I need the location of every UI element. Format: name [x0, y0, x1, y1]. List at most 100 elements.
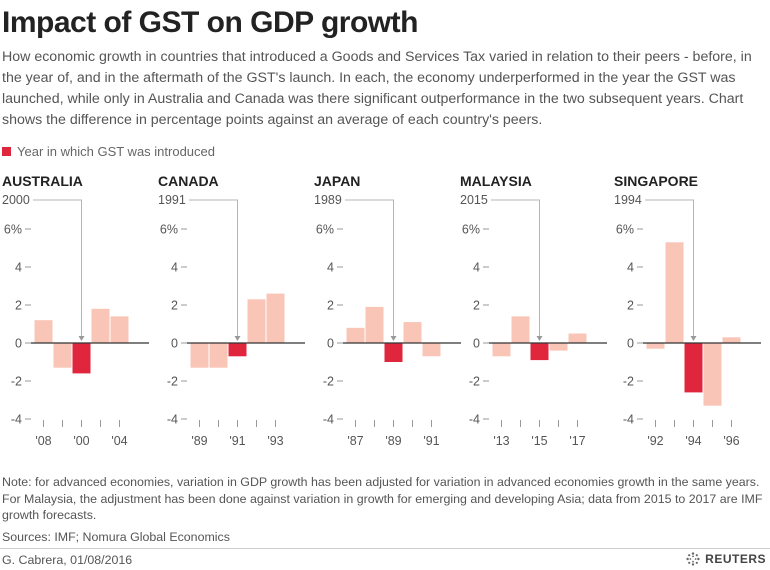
singapore-bar-96 — [722, 337, 741, 343]
canada-ytick-label: 6% — [160, 223, 178, 237]
canada-bar-91 — [228, 343, 247, 357]
singapore-leader-arrow — [690, 336, 697, 341]
reuters-logo: REUTERS — [686, 552, 766, 566]
malaysia-bar-14 — [511, 316, 530, 343]
malaysia-ytick-label: 6% — [462, 223, 480, 237]
malaysia-xtick-label: '17 — [569, 434, 585, 448]
canada-title: CANADA — [158, 173, 219, 189]
malaysia-ytick-label: 2 — [473, 299, 480, 313]
legend: Year in which GST was introduced — [2, 144, 215, 159]
malaysia-ytick-label: 4 — [473, 261, 480, 275]
canada-bar-89 — [190, 343, 209, 368]
canada-xtick-label: '91 — [229, 434, 245, 448]
sources: Sources: IMF; Nomura Global Economics — [2, 530, 230, 544]
japan-xtick-label: '87 — [347, 434, 363, 448]
footer-divider — [0, 548, 770, 549]
chart-subtitle: How economic growth in countries that in… — [2, 49, 752, 128]
singapore-xtick-label: '94 — [685, 434, 701, 448]
singapore-gst-year: 1994 — [614, 193, 642, 207]
japan-bar-91 — [422, 343, 441, 357]
japan-leader-line — [345, 199, 394, 337]
japan-bar-90 — [403, 322, 422, 343]
canada-xtick-label: '93 — [267, 434, 283, 448]
small-multiples-charts: AUSTRALIA20006%420-2-4'08'00'04CANADA199… — [2, 173, 761, 448]
singapore-ytick-label: 6% — [616, 223, 634, 237]
malaysia-gst-year: 2015 — [460, 193, 488, 207]
australia-ytick-label: 2 — [15, 299, 22, 313]
singapore-xtick-label: '96 — [723, 434, 739, 448]
australia-bar-99 — [53, 343, 72, 368]
canada-ytick-label: -2 — [167, 375, 178, 389]
malaysia-xtick-label: '13 — [493, 434, 509, 448]
singapore-bar-95 — [703, 343, 722, 406]
japan-leader-arrow — [390, 336, 397, 341]
singapore-ytick-label: -4 — [623, 413, 634, 427]
canada-ytick-label: -4 — [167, 413, 178, 427]
australia-bar-00 — [72, 343, 91, 374]
malaysia-xtick-label: '15 — [531, 434, 547, 448]
japan-bar-89 — [384, 343, 403, 362]
japan-ytick-label: -4 — [323, 413, 334, 427]
legend-swatch — [2, 147, 11, 156]
japan-ytick-label: 4 — [327, 261, 334, 275]
australia-ytick-label: 0 — [15, 337, 22, 351]
malaysia-ytick-label: 0 — [473, 337, 480, 351]
australia-bar-01 — [91, 308, 110, 343]
japan-title: JAPAN — [314, 173, 360, 189]
singapore-ytick-label: 4 — [627, 261, 634, 275]
australia-title: AUSTRALIA — [2, 173, 83, 189]
malaysia-bar-13 — [492, 343, 511, 357]
canada-leader-arrow — [234, 336, 241, 341]
malaysia-bar-16 — [549, 343, 568, 351]
singapore-title: SINGAPORE — [614, 173, 698, 189]
singapore-xtick-label: '92 — [647, 434, 663, 448]
canada-leader-line — [189, 199, 238, 337]
malaysia-ytick-label: -2 — [469, 375, 480, 389]
malaysia-bar-15 — [530, 343, 549, 361]
australia-bar-98 — [34, 320, 53, 343]
malaysia-leader-arrow — [536, 336, 543, 341]
malaysia-ytick-label: -4 — [469, 413, 480, 427]
singapore-ytick-label: 0 — [627, 337, 634, 351]
canada-gst-year: 1991 — [158, 193, 186, 207]
japan-ytick-label: 6% — [316, 223, 334, 237]
australia-ytick-label: 6% — [4, 223, 22, 237]
malaysia-bar-17 — [568, 333, 587, 343]
singapore-leader-line — [645, 199, 694, 337]
australia-xtick-label: '00 — [73, 434, 89, 448]
brand-name: REUTERS — [705, 552, 766, 566]
australia-leader-line — [33, 199, 82, 337]
malaysia-leader-line — [491, 199, 540, 337]
japan-ytick-label: 0 — [327, 337, 334, 351]
singapore-bar-93 — [665, 242, 684, 343]
australia-ytick-label: 4 — [15, 261, 22, 275]
australia-leader-arrow — [78, 336, 85, 341]
malaysia-title: MALAYSIA — [460, 173, 532, 189]
japan-gst-year: 1989 — [314, 193, 342, 207]
canada-ytick-label: 0 — [171, 337, 178, 351]
canada-xtick-label: '89 — [191, 434, 207, 448]
canada-ytick-label: 2 — [171, 299, 178, 313]
singapore-bar-92 — [646, 343, 665, 349]
canada-bar-93 — [266, 293, 285, 343]
australia-ytick-label: -2 — [11, 375, 22, 389]
footnote: Note: for advanced economies, variation … — [2, 475, 763, 522]
singapore-ytick-label: -2 — [623, 375, 634, 389]
japan-bar-87 — [346, 327, 365, 343]
japan-bar-88 — [365, 306, 384, 343]
australia-bar-02 — [110, 316, 129, 343]
chart-title: Impact of GST on GDP growth — [2, 6, 418, 39]
canada-bar-90 — [209, 343, 228, 368]
australia-gst-year: 2000 — [2, 193, 30, 207]
japan-xtick-label: '89 — [385, 434, 401, 448]
legend-label: Year in which GST was introduced — [17, 144, 215, 159]
reuters-dots-icon — [686, 552, 700, 566]
byline: G. Cabrera, 01/08/2016 — [2, 553, 133, 567]
canada-ytick-label: 4 — [171, 261, 178, 275]
japan-ytick-label: 2 — [327, 299, 334, 313]
japan-xtick-label: '91 — [423, 434, 439, 448]
australia-xtick-label: '04 — [111, 434, 127, 448]
canada-bar-92 — [247, 299, 266, 343]
japan-ytick-label: -2 — [323, 375, 334, 389]
australia-ytick-label: -4 — [11, 413, 22, 427]
